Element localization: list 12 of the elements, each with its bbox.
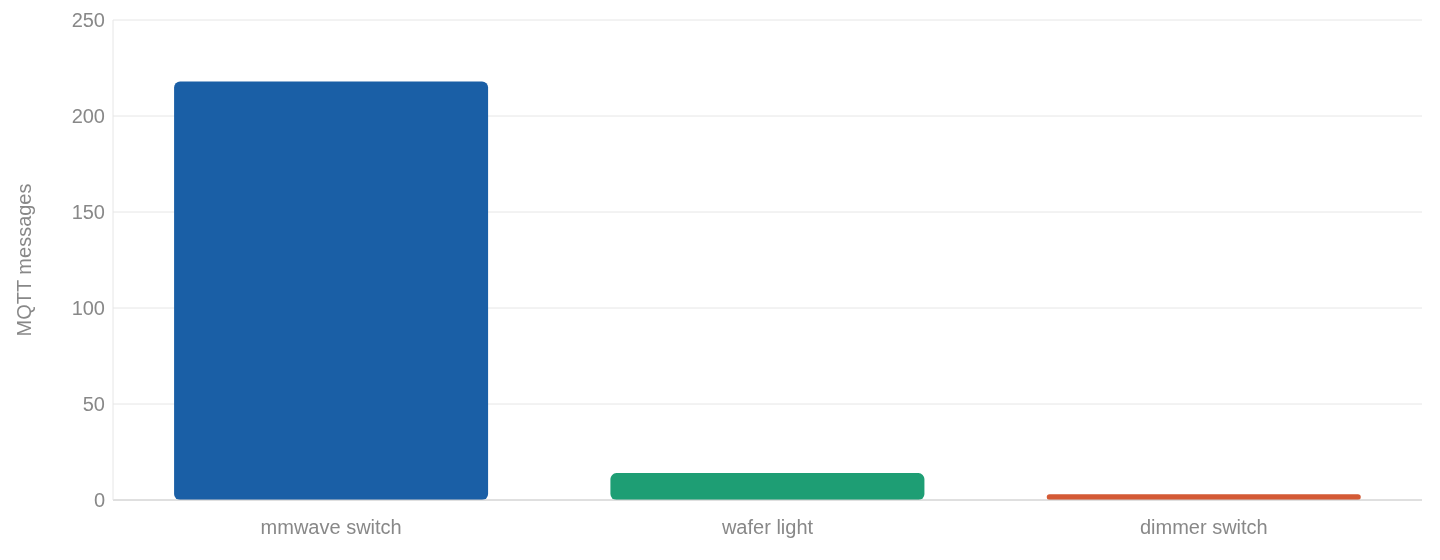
y-tick-label: 0 xyxy=(93,489,105,512)
bar xyxy=(174,81,489,500)
bar xyxy=(610,473,925,500)
y-tick-label: 50 xyxy=(82,393,105,416)
y-tick-label: 200 xyxy=(71,105,105,128)
y-tick-label: 100 xyxy=(71,297,105,320)
y-tick-label: 250 xyxy=(71,9,105,32)
x-tick-label: wafer light xyxy=(720,516,814,539)
x-tick-label: mmwave switch xyxy=(260,516,402,539)
x-tick-label: dimmer switch xyxy=(1139,516,1268,539)
y-axis-title: MQTT messages xyxy=(13,183,36,337)
y-tick-label: 150 xyxy=(71,201,105,224)
